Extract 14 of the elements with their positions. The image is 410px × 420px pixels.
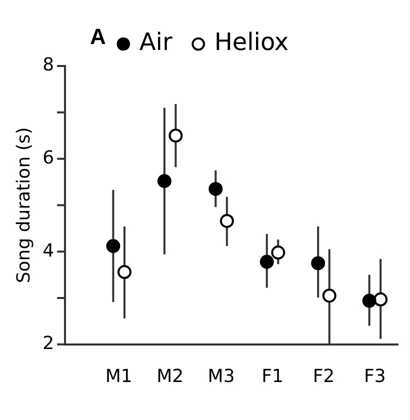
y-tick-label: 8 — [42, 54, 54, 76]
y-tick-label: 6 — [42, 147, 54, 168]
y-tick-label: 4 — [42, 240, 54, 262]
legend-label: Air — [139, 28, 172, 56]
y-axis-title: Song duration (s) — [13, 127, 34, 284]
y-tick-label: 2 — [42, 333, 54, 354]
x-tick-label: F1 — [262, 366, 284, 387]
chart-title: A — [90, 24, 106, 50]
x-tick-label: F3 — [364, 366, 386, 387]
x-tick-label: M2 — [156, 366, 184, 387]
x-tick-label: M3 — [208, 366, 235, 387]
x-tick-label: M1 — [105, 366, 132, 387]
legend-label: Heliox — [214, 28, 289, 56]
x-tick-label: F2 — [312, 366, 335, 387]
